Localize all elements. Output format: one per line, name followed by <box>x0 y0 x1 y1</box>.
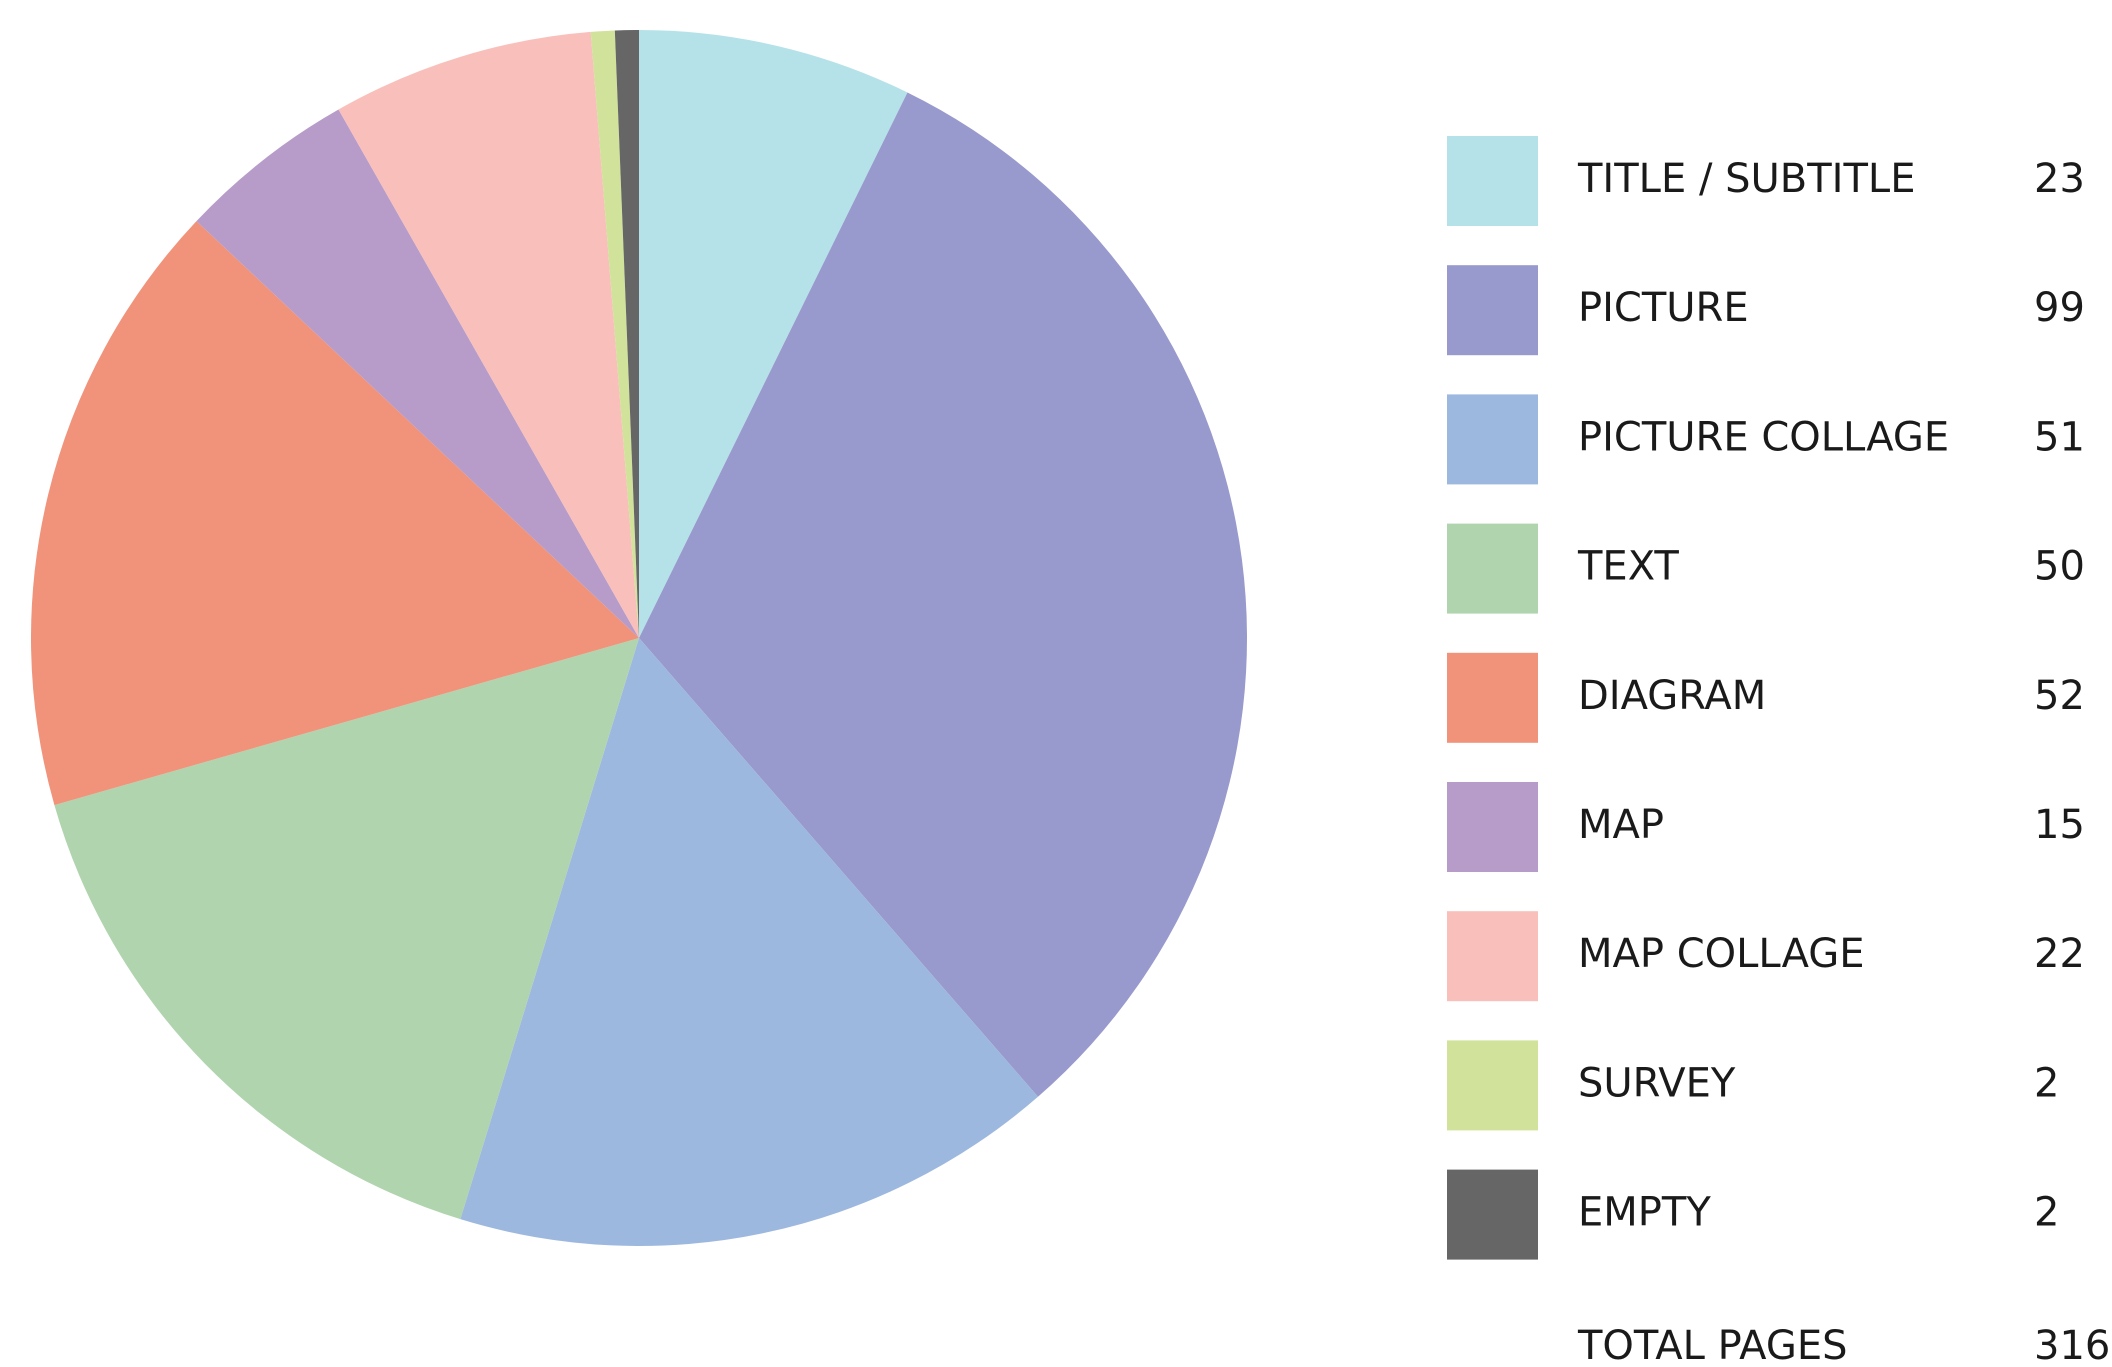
legend-value: 51 <box>2034 414 2085 460</box>
legend-swatch <box>1447 523 1538 614</box>
pie-slice <box>460 638 1038 1247</box>
legend-label: DIAGRAM <box>1578 673 1766 719</box>
legend-swatch <box>1447 394 1538 485</box>
legend-label: PICTURE COLLAGE <box>1578 414 1949 460</box>
pie-slice <box>338 31 639 638</box>
legend-label: PICTURE <box>1578 285 1749 331</box>
legend-value: 15 <box>2034 802 2085 848</box>
legend-swatch <box>1447 136 1538 226</box>
legend-label: MAP COLLAGE <box>1578 931 1865 977</box>
legend-value: 52 <box>2034 673 2085 719</box>
pie <box>30 30 1247 1247</box>
pie-slice <box>639 92 1247 1097</box>
legend-swatch <box>1447 911 1538 1002</box>
legend-label: TEXT <box>1577 544 1679 590</box>
legend: TITLE / SUBTITLE 23 PICTURE 99 PICTURE COLLA… <box>1447 136 2085 1260</box>
pie-slice <box>30 221 640 806</box>
pie-slice <box>639 30 908 638</box>
legend-value: 23 <box>2034 156 2085 202</box>
legend-value: 2 <box>2034 1060 2059 1106</box>
legend-swatch <box>1447 782 1538 872</box>
pie-slice <box>614 30 639 638</box>
pie-slice <box>590 30 639 638</box>
legend-value: 22 <box>2034 931 2085 977</box>
legend-swatch <box>1447 265 1538 356</box>
legend-label: MAP <box>1578 802 1664 848</box>
legend-label: TITLE / SUBTITLE <box>1577 156 1915 202</box>
legend-swatch <box>1447 1040 1538 1131</box>
total-value: 316 <box>2034 1323 2110 1367</box>
legend-value: 2 <box>2034 1190 2059 1236</box>
legend-label: EMPTY <box>1578 1190 1711 1236</box>
legend-label: SURVEY <box>1578 1060 1736 1106</box>
legend-swatch <box>1447 1169 1538 1260</box>
legend-value: 50 <box>2034 544 2085 590</box>
legend-value: 99 <box>2034 285 2085 331</box>
pie-slice <box>54 638 639 1220</box>
total-label: TOTAL PAGES <box>1577 1323 1848 1367</box>
pie-slice <box>196 109 639 639</box>
legend-swatch <box>1447 652 1538 743</box>
